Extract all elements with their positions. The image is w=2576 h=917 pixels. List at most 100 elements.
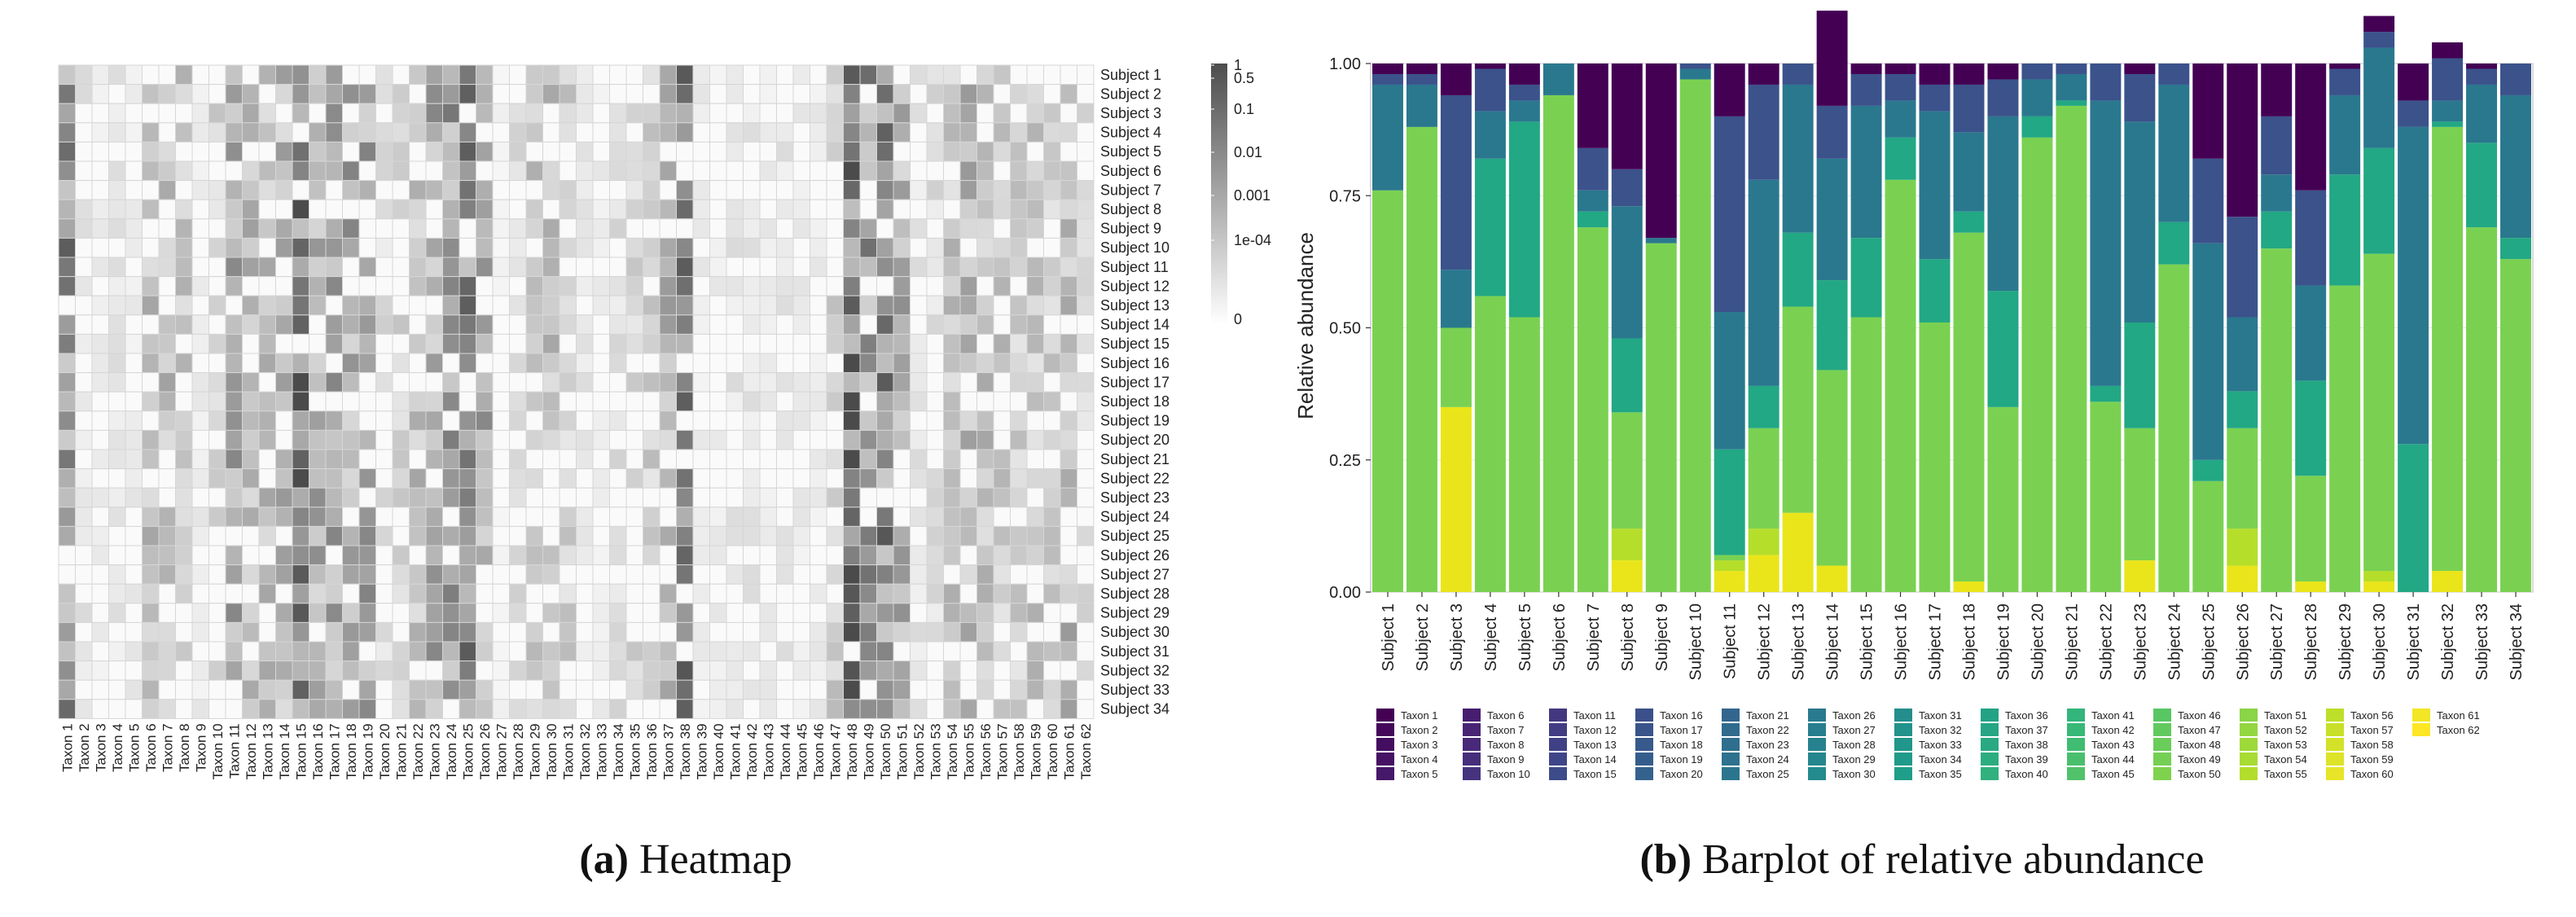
heatmap-cell <box>1010 295 1028 316</box>
heatmap-cell <box>876 257 894 278</box>
heatmap-cell <box>275 180 293 200</box>
heatmap-cell <box>576 660 594 681</box>
heatmap-cell <box>1060 679 1077 700</box>
heatmap-cell <box>893 507 911 527</box>
heatmap-cell <box>525 160 543 182</box>
heatmap-cell <box>709 564 727 585</box>
heatmap-cell <box>810 583 827 604</box>
heatmap-cell <box>743 218 761 239</box>
heatmap-cell <box>810 487 827 508</box>
heatmap-cell <box>826 621 844 643</box>
heatmap-cell <box>208 103 226 124</box>
heatmap-cell <box>525 660 543 681</box>
legend-swatch <box>1635 752 1653 766</box>
legend-label: Taxon 8 <box>1487 739 1525 751</box>
heatmap-cell <box>692 103 710 124</box>
heatmap-row-label: Subject 25 <box>1100 528 1170 544</box>
heatmap-row-label: Subject 15 <box>1100 336 1170 352</box>
heatmap-cell <box>959 468 977 489</box>
heatmap-cell <box>409 679 427 700</box>
heatmap-cell <box>709 468 727 489</box>
heatmap-cell <box>492 276 510 296</box>
heatmap-cell <box>910 141 928 162</box>
heatmap-cell <box>776 507 794 527</box>
heatmap-cell <box>943 410 961 431</box>
heatmap-column-label: Taxon 42 <box>744 723 760 779</box>
heatmap-cell <box>743 525 761 546</box>
heatmap-cell <box>826 564 844 585</box>
heatmap-cell <box>175 333 193 354</box>
heatmap-row-label: Subject 9 <box>1100 221 1161 237</box>
bar-segment <box>1714 571 1745 592</box>
heatmap-cell <box>125 141 143 162</box>
heatmap-cell <box>542 295 560 316</box>
heatmap-cell <box>1043 160 1061 182</box>
heatmap-cell <box>125 237 143 258</box>
bar-segment <box>1645 238 1677 244</box>
heatmap-cell <box>609 507 627 527</box>
heatmap-cell <box>792 679 810 700</box>
heatmap-column-label: Taxon 19 <box>360 723 375 779</box>
heatmap-cell <box>375 507 393 527</box>
heatmap-cell <box>993 353 1011 374</box>
legend-label: Taxon 20 <box>1660 768 1703 780</box>
bar-segment <box>1611 338 1643 413</box>
heatmap-cell <box>1026 237 1044 258</box>
heatmap-cell <box>625 84 643 104</box>
heatmap-cell <box>208 64 226 86</box>
heatmap-cell <box>375 449 393 470</box>
heatmap-cell <box>726 257 744 278</box>
legend-swatch <box>1376 767 1394 780</box>
heatmap-cell <box>75 487 93 508</box>
heatmap-cell <box>559 257 577 278</box>
heatmap-cell <box>409 141 427 162</box>
legend-label: Taxon 54 <box>2264 753 2307 766</box>
heatmap-cell <box>275 660 293 681</box>
heatmap-cell <box>692 641 710 662</box>
heatmap-cell <box>726 391 744 412</box>
heatmap-cell <box>776 160 794 182</box>
heatmap-cell <box>910 487 928 508</box>
legend-label: Taxon 43 <box>2091 739 2135 751</box>
heatmap-cell <box>559 410 577 431</box>
heatmap-cell <box>1077 679 1095 700</box>
heatmap-cell <box>576 257 594 278</box>
heatmap-cell <box>459 199 476 220</box>
heatmap-cell <box>342 699 360 719</box>
heatmap-cell <box>843 353 861 374</box>
heatmap-cell <box>792 545 810 566</box>
heatmap-cell <box>91 314 109 335</box>
heatmap-cell <box>1077 507 1095 527</box>
heatmap-cell <box>242 391 260 412</box>
heatmap-cell <box>759 353 777 374</box>
heatmap-cell <box>876 660 894 681</box>
heatmap-cell <box>843 583 861 604</box>
heatmap-cell <box>409 603 427 623</box>
heatmap-cell <box>1060 660 1077 681</box>
heatmap-cell <box>258 372 276 393</box>
heatmap-cell <box>810 314 827 335</box>
heatmap-cell <box>993 507 1011 527</box>
heatmap-cell <box>676 699 694 719</box>
heatmap-cell <box>191 391 209 412</box>
heatmap-cell <box>876 641 894 662</box>
heatmap-cell <box>275 410 293 431</box>
heatmap-cell <box>692 314 710 335</box>
heatmap-cell <box>659 487 677 508</box>
heatmap-cell <box>91 257 109 278</box>
heatmap-cell <box>108 391 126 412</box>
heatmap-cell <box>191 372 209 393</box>
heatmap-cell <box>108 257 126 278</box>
heatmap-cell <box>976 621 994 643</box>
heatmap-cell <box>142 583 160 604</box>
heatmap-cell <box>542 603 560 623</box>
heatmap-cell <box>893 372 911 393</box>
bar-segment <box>1850 73 1882 106</box>
heatmap-cell <box>476 507 494 527</box>
heatmap-cell <box>476 679 494 700</box>
heatmap-cell <box>91 449 109 470</box>
heatmap-row-label: Subject 7 <box>1100 182 1161 198</box>
heatmap-cell <box>1060 583 1077 604</box>
legend-label: Taxon 11 <box>1573 709 1616 722</box>
heatmap-cell <box>1010 545 1028 566</box>
